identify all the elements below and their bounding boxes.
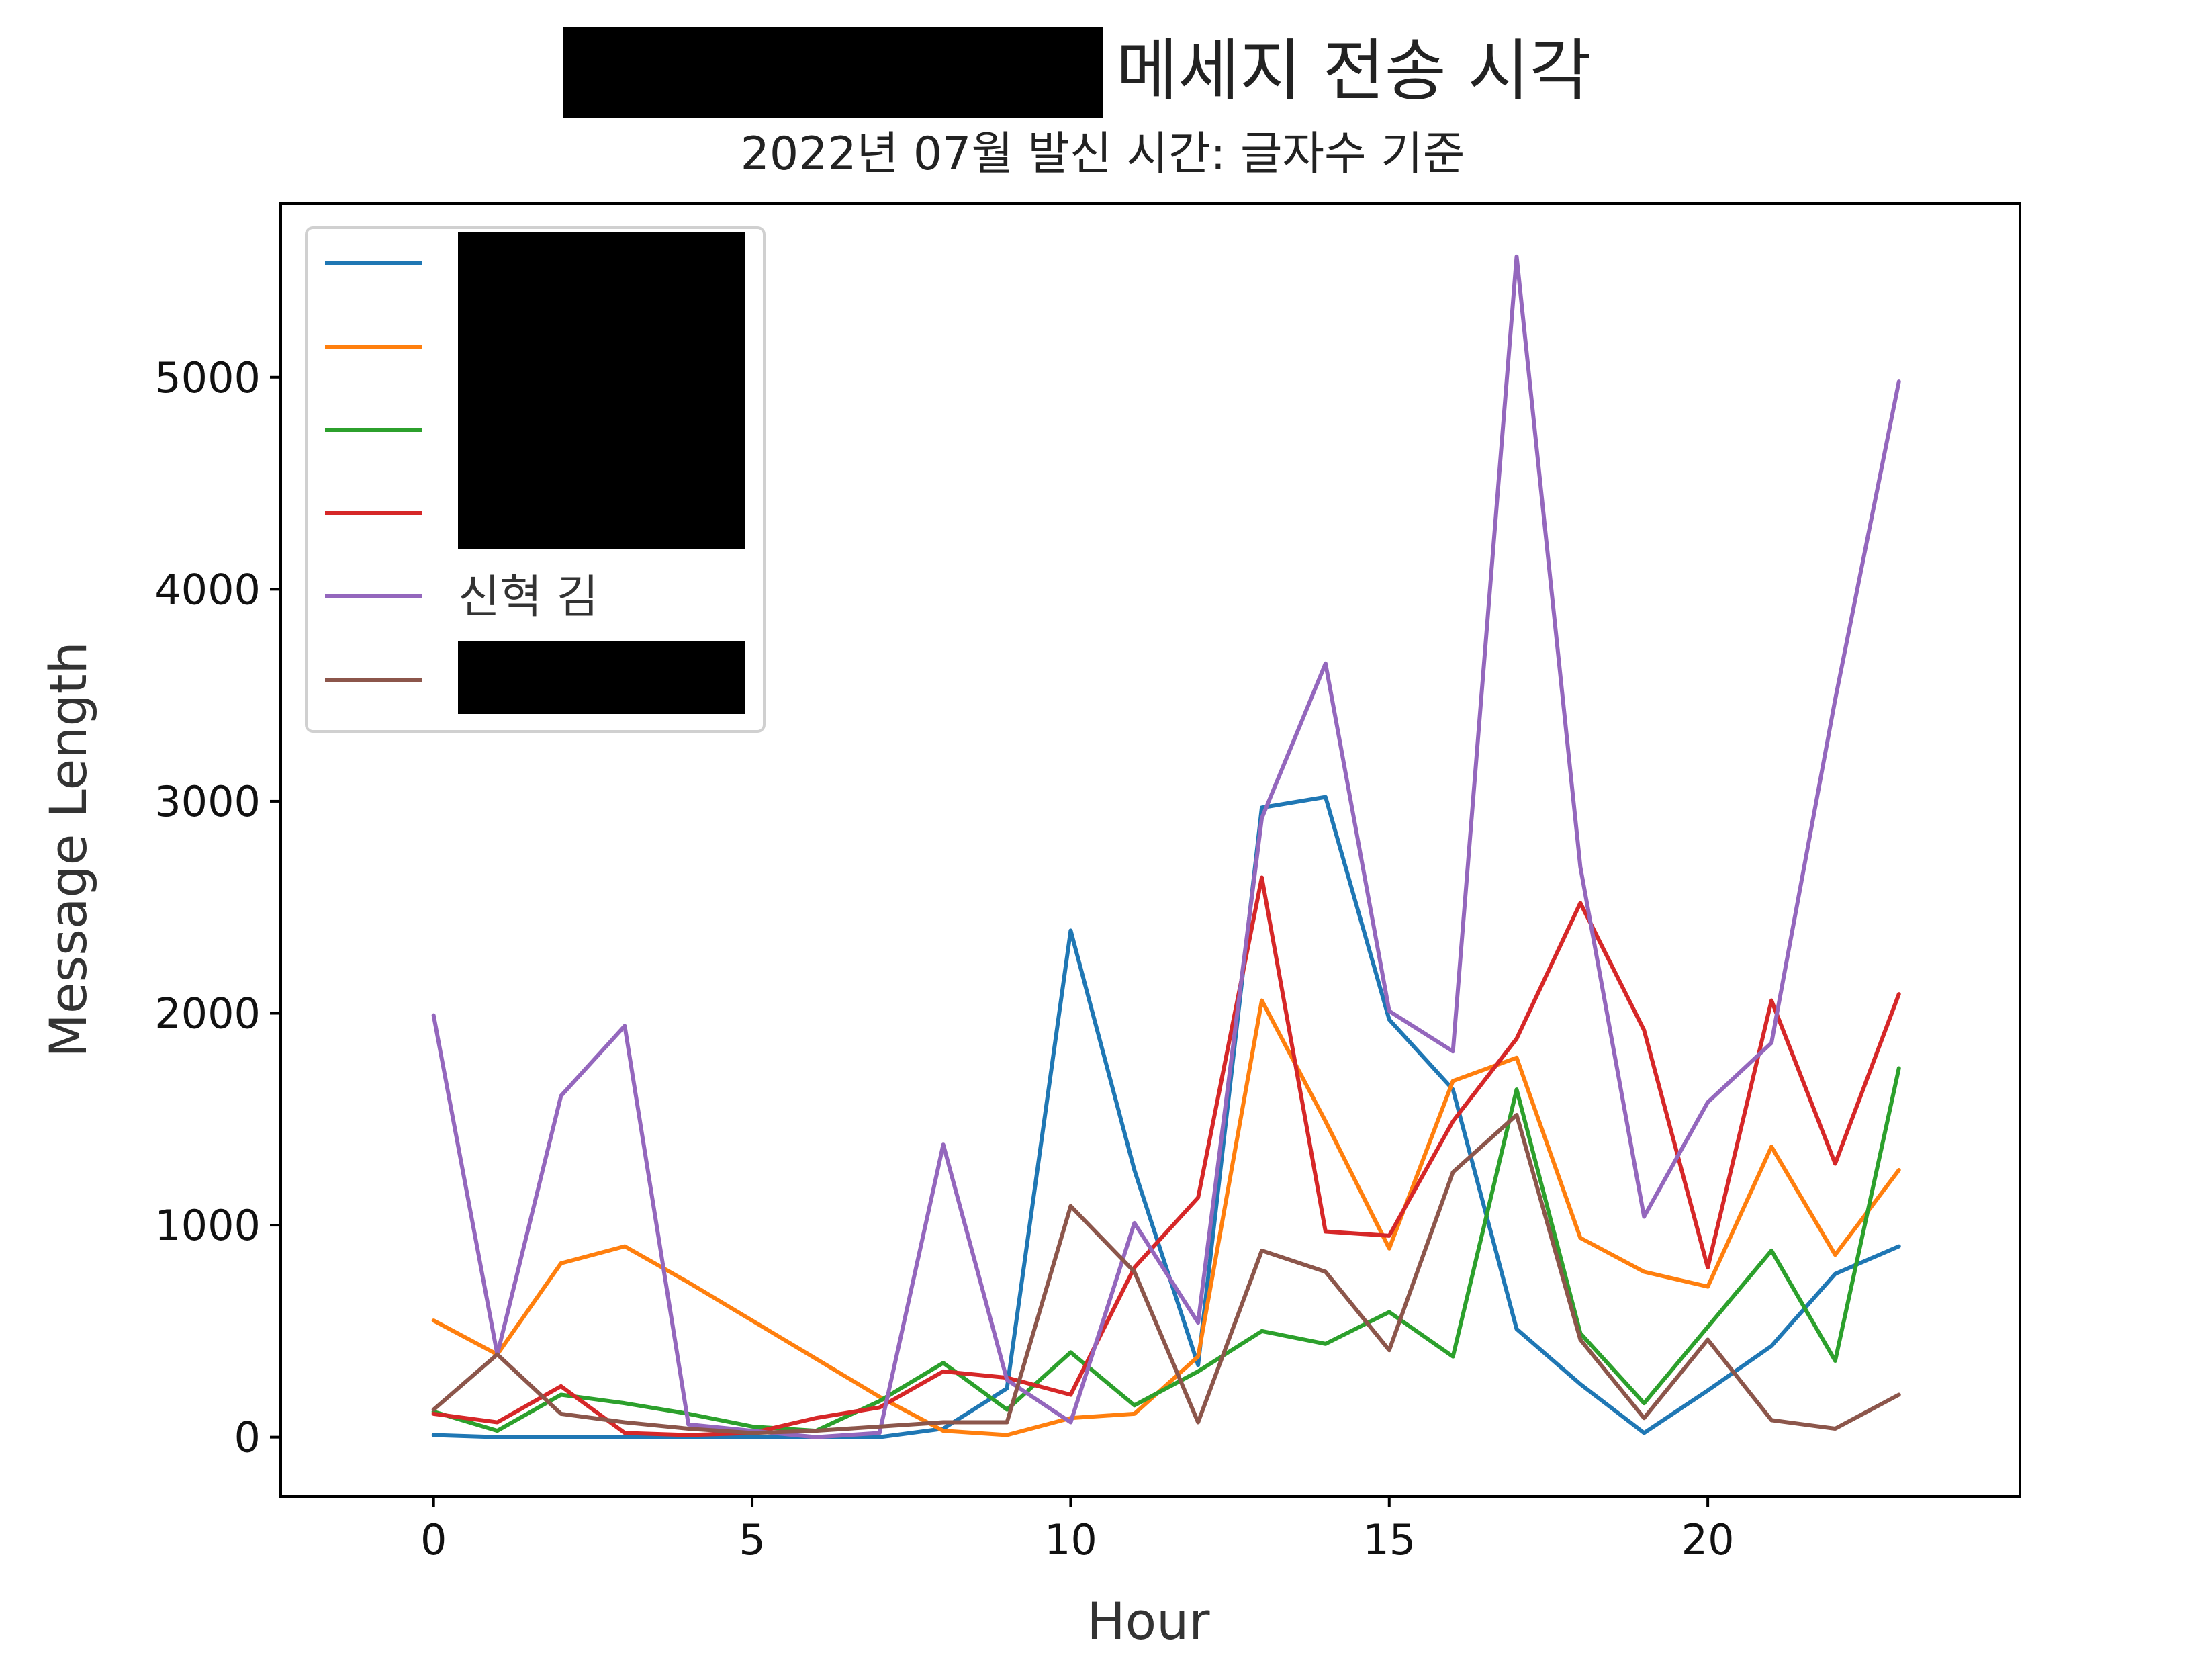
series-line-2 bbox=[431, 998, 1901, 1437]
series-line-4 bbox=[431, 875, 1901, 1437]
legend-entries: 신혁 김 bbox=[325, 261, 598, 682]
x-tick-label: 5 bbox=[739, 1515, 765, 1564]
series-line-3 bbox=[431, 1066, 1901, 1433]
y-axis-label: Message Length bbox=[38, 641, 98, 1057]
y-tick-label: 5000 bbox=[154, 353, 261, 402]
y-tick-label: 0 bbox=[234, 1413, 261, 1462]
chart-subtitle: 2022년 07월 발신 시간: 글자수 기준 bbox=[741, 128, 1465, 181]
x-axis: 0 5 10 15 20 bbox=[420, 1496, 1735, 1564]
x-tick-label: 20 bbox=[1681, 1515, 1735, 1564]
legend-redaction-box-upper bbox=[458, 232, 745, 549]
y-tick-label: 4000 bbox=[154, 565, 261, 614]
legend-label-5: 신혁 김 bbox=[458, 571, 598, 624]
y-tick-label: 2000 bbox=[154, 989, 261, 1038]
chart-title: 메세지 전송 시각 bbox=[1116, 32, 1592, 110]
x-tick-label: 10 bbox=[1044, 1515, 1097, 1564]
legend: 신혁 김 bbox=[305, 226, 766, 733]
y-axis: 0 1000 2000 3000 4000 5000 bbox=[154, 353, 281, 1462]
series-layer bbox=[431, 254, 1901, 1439]
legend-redaction-box-lower bbox=[458, 641, 745, 714]
title-redaction-box bbox=[563, 27, 1103, 118]
x-tick-label: 15 bbox=[1363, 1515, 1416, 1564]
x-tick-label: 0 bbox=[420, 1515, 447, 1564]
y-tick-label: 1000 bbox=[154, 1201, 261, 1250]
series-line-5 bbox=[431, 254, 1901, 1439]
series-line-1 bbox=[431, 795, 1901, 1439]
x-axis-label: Hour bbox=[1087, 1591, 1210, 1651]
series-line-6 bbox=[431, 1112, 1901, 1435]
y-tick-label: 3000 bbox=[154, 777, 261, 826]
